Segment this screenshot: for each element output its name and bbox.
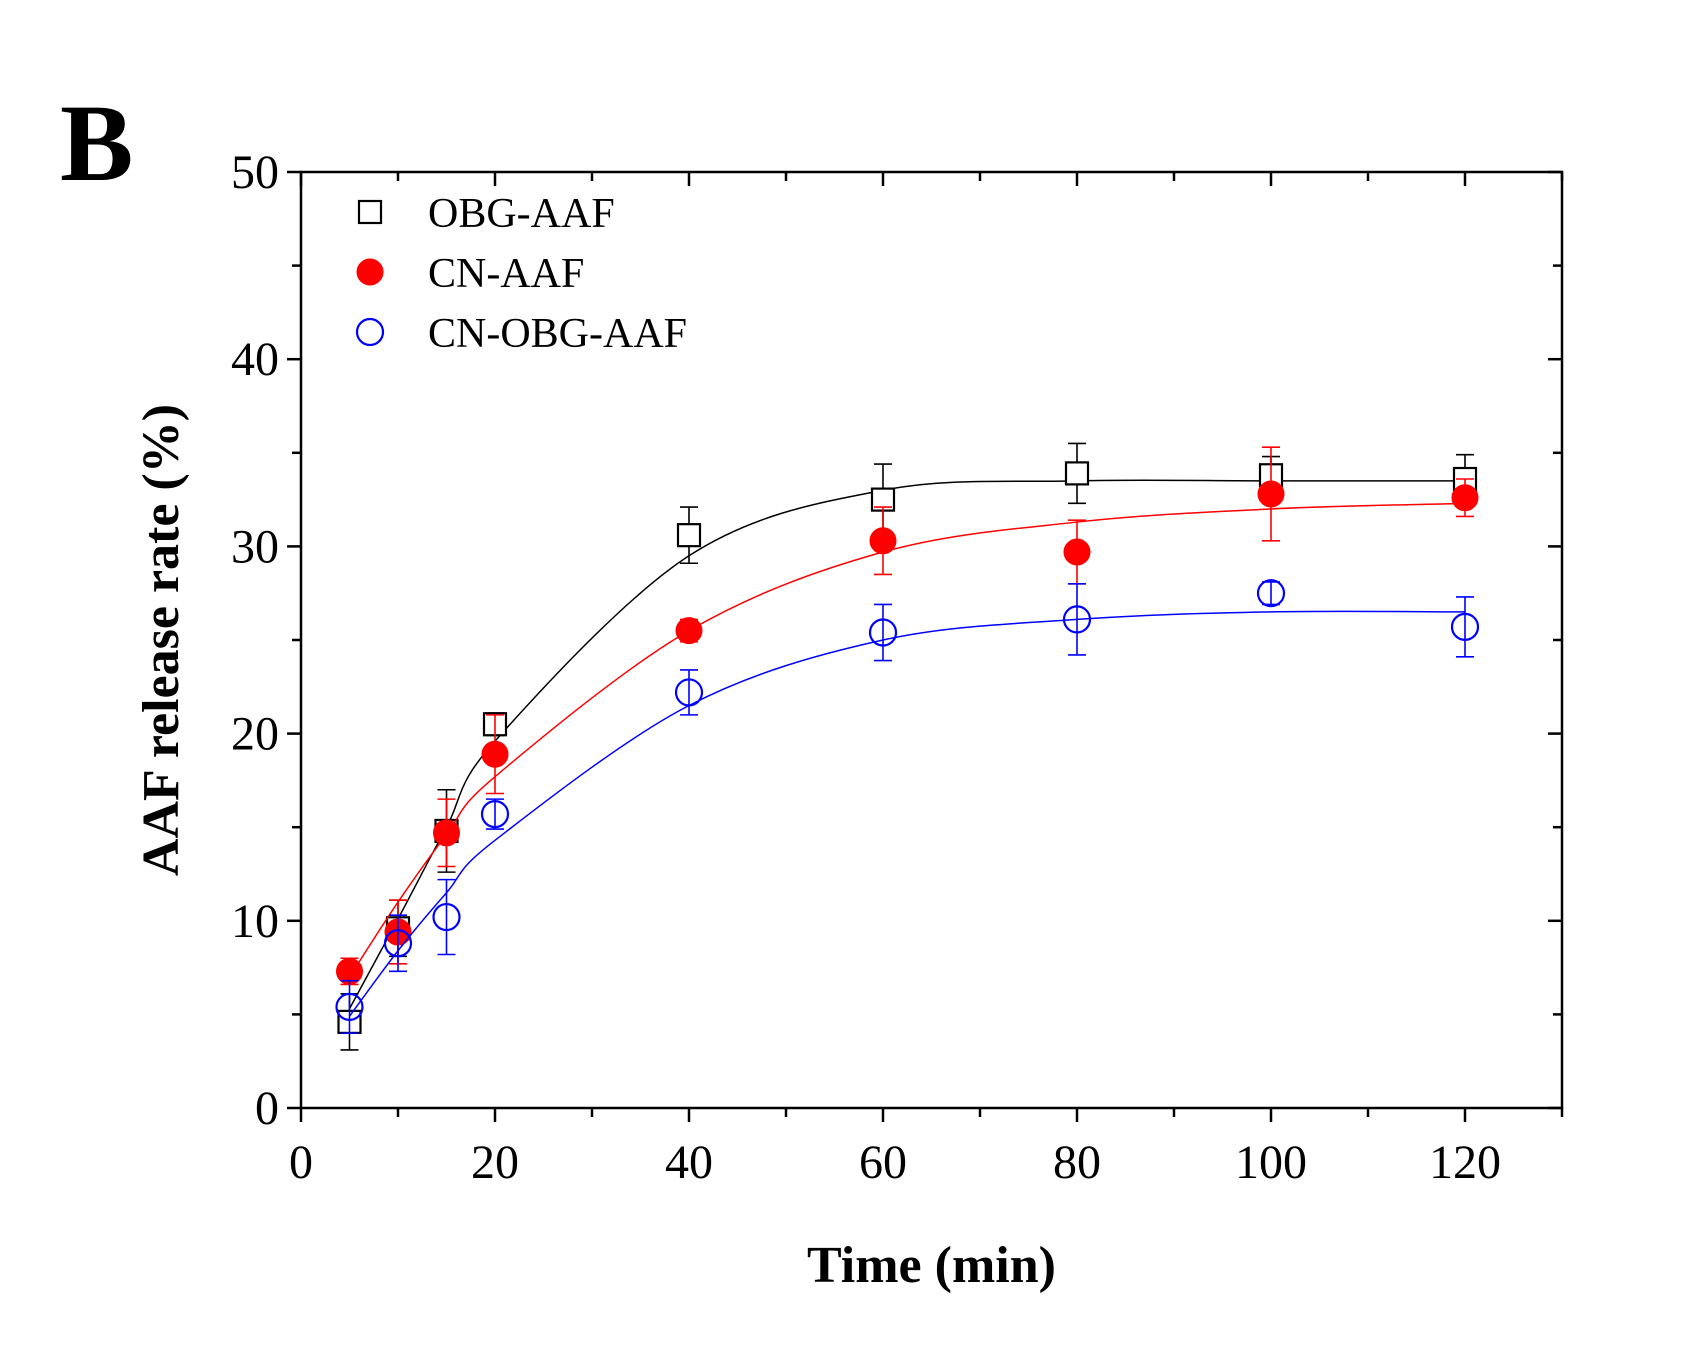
data-point (676, 523, 702, 548)
legend-label: CN-AAF (428, 251, 584, 297)
y-tick-label: 10 (231, 895, 279, 948)
data-point (1062, 605, 1092, 634)
panel-label: B (60, 82, 133, 204)
series-cn-aaf (336, 446, 1479, 986)
data-point (335, 992, 364, 1022)
legend-item: CN-AAF (356, 251, 584, 297)
legend-item: CN-OBG-AAF (355, 311, 687, 357)
y-tick-label: 20 (231, 708, 279, 761)
x-tick-label: 60 (859, 1136, 907, 1189)
legend-item: OBG-AAF (357, 191, 615, 237)
data-point (1256, 579, 1286, 608)
data-point (1257, 480, 1285, 508)
y-axis-title: AAF release rate (%) (133, 404, 190, 876)
data-point (480, 799, 510, 829)
x-tick-label: 40 (665, 1136, 713, 1189)
data-point (432, 902, 461, 932)
data-point (869, 527, 897, 555)
data-point (1451, 484, 1479, 512)
y-tick-label: 30 (231, 520, 279, 573)
data-point (675, 617, 703, 645)
data-point (1064, 461, 1090, 486)
data-point (1450, 612, 1480, 641)
x-tick-label: 0 (289, 1136, 313, 1189)
series-layer (335, 442, 1480, 1051)
x-tick-label: 80 (1053, 1136, 1101, 1189)
data-point (383, 929, 413, 958)
legend-marker (357, 199, 383, 225)
legend-label: CN-OBG-AAF (428, 311, 687, 357)
legend-marker (356, 258, 384, 286)
series-obg-aaf (337, 442, 1478, 1051)
series-cn-obg-aaf (335, 579, 1480, 1034)
legend: OBG-AAF CN-AAF CN-OBG-AAF (355, 191, 687, 357)
data-point (481, 740, 509, 768)
legend-marker (355, 317, 385, 347)
x-tick-label: 120 (1429, 1136, 1501, 1189)
data-point (433, 819, 460, 847)
fit-curve (348, 479, 1465, 1010)
legend-label: OBG-AAF (428, 191, 615, 237)
y-tick-label: 40 (231, 333, 279, 386)
x-tick-label: 20 (471, 1136, 519, 1189)
fit-curve (348, 502, 1466, 978)
y-tick-label: 0 (255, 1082, 279, 1135)
x-tick-label: 100 (1235, 1136, 1307, 1189)
data-point (1063, 538, 1091, 566)
x-axis-title: Time (min) (807, 1237, 1056, 1294)
y-tick-label: 50 (231, 146, 279, 199)
fit-curve (348, 610, 1466, 1017)
data-point (674, 678, 704, 707)
data-point (868, 618, 898, 647)
axes: 0 20 40 60 80 100 120 0 10 20 30 40 50 (231, 146, 1564, 1189)
